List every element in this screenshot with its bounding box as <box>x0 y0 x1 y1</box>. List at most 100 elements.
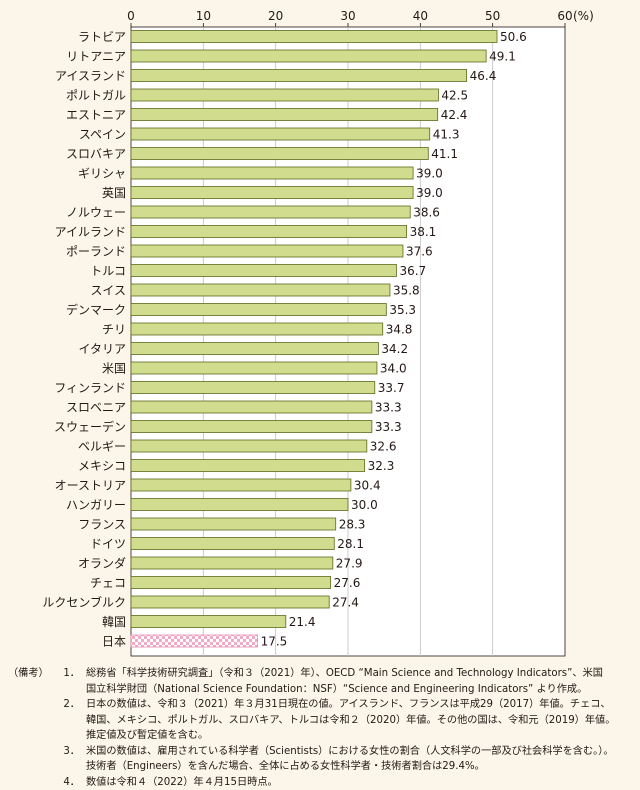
value-label: 37.6 <box>406 245 433 259</box>
category-label: フランス <box>78 518 126 532</box>
category-label: アイスランド <box>55 69 126 83</box>
bar <box>130 381 376 394</box>
bar <box>130 205 411 219</box>
value-label: 27.4 <box>332 596 359 610</box>
category-label: 韓国 <box>102 615 126 629</box>
category-label: 米国 <box>102 362 126 376</box>
notes-label <box>8 682 62 698</box>
bar <box>130 49 487 63</box>
category-label: スロバキア <box>66 147 126 161</box>
bar <box>130 30 498 43</box>
value-labels: 50.6 49.1 46.442.5 42.4 41.3 41.1 39.0 39.0 38.6… <box>261 30 527 649</box>
category-label: チェコ <box>90 576 126 590</box>
category-label: ドイツ <box>90 537 126 551</box>
bar <box>130 478 352 492</box>
category-label: ルクセンブルク <box>42 595 126 610</box>
note-text: 数値は令和４（2022）年４月15日時点。 <box>86 776 278 788</box>
value-label: 50.6 <box>500 30 527 44</box>
bar <box>130 615 287 628</box>
note-line: 国立科学財団（National Science Foundation：NSF）“… <box>8 682 634 698</box>
axis-unit-label: (%) <box>573 9 594 23</box>
note-number: 4． <box>63 776 80 788</box>
note-line: 3． 米国の数値は、雇用されている科学者（Scientists）における女性の割合… <box>8 744 634 760</box>
category-label: ハンガリー <box>66 498 126 512</box>
bar <box>130 517 337 531</box>
value-label: 42.4 <box>441 108 468 122</box>
bar <box>130 88 439 102</box>
note-number <box>62 759 86 775</box>
bar <box>130 576 332 589</box>
bar <box>130 244 404 258</box>
bar <box>130 108 439 121</box>
value-label: 34.0 <box>380 362 407 376</box>
note-text: 技術者（Engineers）を含んだ場合、全体に占める女性科学者・技術者割合は2… <box>86 761 485 772</box>
notes: （備考） 1． 総務省「科学技術研究調査」（令和３（2021）年）、OECD “Ma… <box>8 666 634 790</box>
notes-label <box>8 697 62 713</box>
x-tick-label: 10 <box>196 9 211 23</box>
category-label: リトアニア <box>66 50 126 64</box>
value-label: 49.1 <box>489 50 516 64</box>
category-label: メキシコ <box>78 459 126 473</box>
bar <box>130 439 368 453</box>
value-label: 33.3 <box>375 420 402 434</box>
value-label: 34.2 <box>381 342 408 356</box>
value-label: 27.9 <box>336 557 363 571</box>
x-tick-label: 30 <box>340 9 355 23</box>
value-label: 41.3 <box>433 128 460 142</box>
value-label: 39.0 <box>416 186 443 200</box>
notes-label <box>8 759 62 775</box>
note-number: 1． <box>63 668 80 679</box>
category-label: ポーランド <box>66 245 126 259</box>
note-line: （備考） 1． 総務省「科学技術研究調査」（令和３（2021）年）、OECD “Ma… <box>8 666 634 682</box>
value-label: 32.3 <box>368 459 395 473</box>
note-text: 日本の数値は、令和３（2021）年３月31日現在の値。アイスランド、フランスは平… <box>86 699 611 710</box>
note-text: 韓国、メキシコ、ポルトガル、スロバキア、トルコは令和２（2020）年値。その他の… <box>86 714 616 726</box>
bar <box>130 166 414 180</box>
category-label: スペイン <box>79 128 126 142</box>
bar <box>130 264 397 277</box>
notes-label <box>8 775 62 790</box>
value-label: 36.7 <box>399 264 426 278</box>
value-label: 21.4 <box>289 615 316 629</box>
bar <box>130 498 349 511</box>
x-tick-label: 20 <box>268 9 283 23</box>
note-text: 国立科学財団（National Science Foundation：NSF）“… <box>86 683 588 695</box>
value-label: 41.1 <box>431 147 458 161</box>
category-label: エストニア <box>66 108 126 122</box>
notes-label <box>8 728 62 744</box>
bar <box>130 69 468 82</box>
note-text: 米国の数値は、雇用されている科学者（Scientists）における女性の割合（人… <box>86 745 614 757</box>
bar <box>130 634 258 648</box>
bar <box>130 342 379 355</box>
note-number <box>62 713 86 729</box>
bar <box>130 147 429 160</box>
category-label: イタリア <box>78 342 126 356</box>
category-label: ギリシャ <box>78 167 126 181</box>
note-line: 推定値及び暫定値を含む。 <box>8 728 634 744</box>
note-number <box>62 682 86 698</box>
value-label: 42.5 <box>441 89 468 103</box>
value-label: 34.8 <box>386 323 413 337</box>
bar <box>130 283 391 297</box>
value-label: 39.0 <box>416 167 443 181</box>
value-label: 38.1 <box>410 225 437 239</box>
category-label: アイルランド <box>55 225 126 239</box>
x-tick-label: 60 <box>557 9 572 23</box>
note-number: 3． <box>63 745 80 757</box>
category-label: フィンランド <box>54 381 126 395</box>
category-label: ポルトガル <box>66 89 126 103</box>
bar <box>130 459 366 472</box>
value-label: 27.6 <box>334 576 361 590</box>
x-tick-label: 0 <box>127 9 135 23</box>
bar <box>130 556 334 570</box>
x-tick-label: 40 <box>413 9 428 23</box>
value-label: 30.4 <box>354 479 381 493</box>
bar-chart: 0 10 20 30 40 50 60 ラトビアリトアニアアイスランドポルトガルエストニアス… <box>42 9 594 657</box>
value-label: 32.6 <box>370 440 397 454</box>
category-label: スイス <box>90 284 126 298</box>
category-label: 英国 <box>102 186 126 200</box>
note-line: 技術者（Engineers）を含んだ場合、全体に占める女性科学者・技術者割合は2… <box>8 759 634 775</box>
bar <box>130 361 378 375</box>
notes-label <box>8 744 62 760</box>
bar <box>130 537 335 550</box>
